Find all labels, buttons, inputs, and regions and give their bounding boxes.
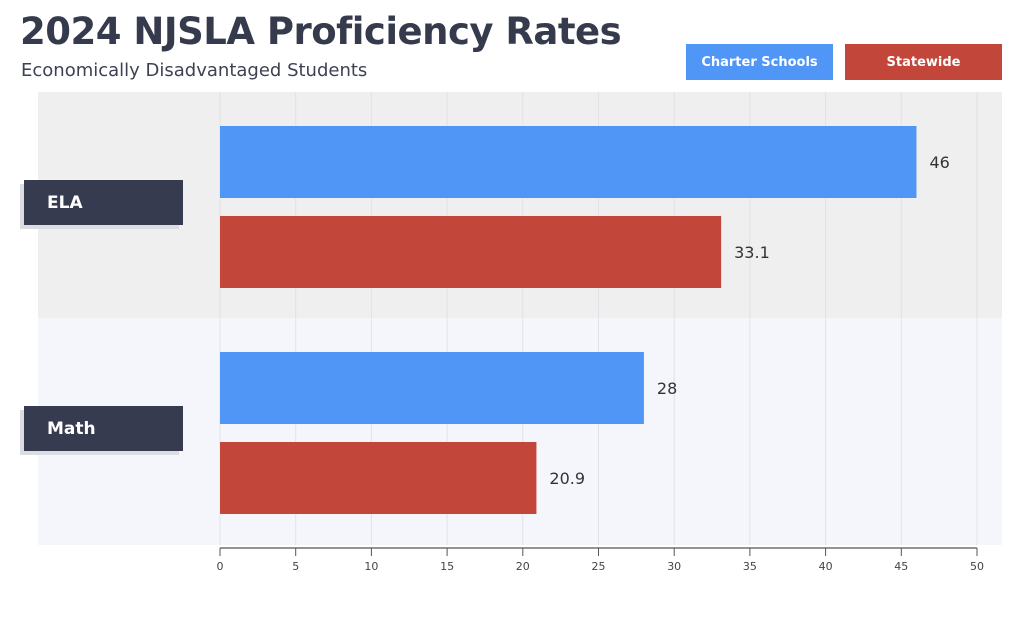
category-label-ela: ELA	[24, 180, 183, 225]
bar-charter-schools-math	[220, 352, 644, 424]
chart-title: 2024 NJSLA Proficiency Rates	[20, 10, 622, 53]
data-label: 33.1	[734, 243, 770, 262]
x-tick-label: 35	[743, 560, 757, 573]
data-label: 28	[657, 379, 677, 398]
x-tick-label: 50	[970, 560, 984, 573]
x-tick-label: 25	[592, 560, 606, 573]
x-tick-label: 0	[217, 560, 224, 573]
x-tick-label: 15	[440, 560, 454, 573]
x-tick-label: 30	[667, 560, 681, 573]
x-tick-label: 5	[292, 560, 299, 573]
data-label: 46	[929, 153, 949, 172]
bar-statewide-ela	[220, 216, 722, 288]
data-label: 20.9	[549, 469, 585, 488]
chart-subtitle: Economically Disadvantaged Students	[21, 60, 368, 81]
category-label-math: Math	[24, 406, 183, 451]
x-tick-label: 20	[516, 560, 530, 573]
bar-charter-schools-ela	[220, 126, 917, 198]
x-tick-label: 40	[819, 560, 833, 573]
bar-statewide-math	[220, 442, 537, 514]
legend-charter-schools[interactable]: Charter Schools	[686, 44, 833, 80]
legend-statewide[interactable]: Statewide	[845, 44, 1002, 80]
x-tick-label: 45	[894, 560, 908, 573]
x-tick-label: 10	[364, 560, 378, 573]
